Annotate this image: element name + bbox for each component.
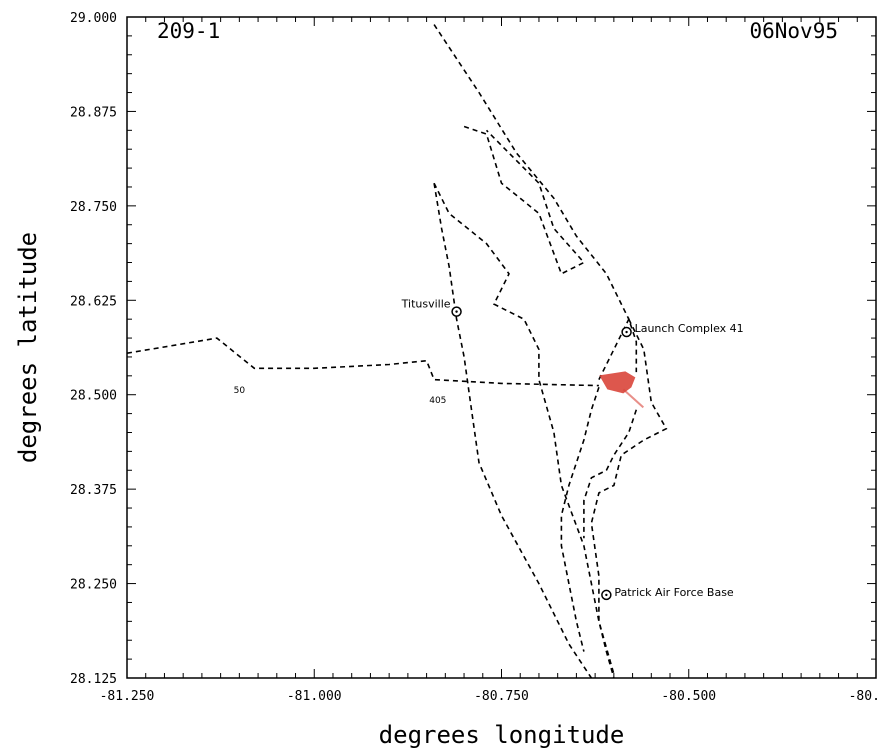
y-axis-title: degrees latitude bbox=[14, 232, 42, 463]
place-marker-dot bbox=[605, 593, 608, 597]
y-tick-label: 28.250 bbox=[70, 578, 117, 593]
coastline-path bbox=[560, 386, 600, 652]
coastline-path bbox=[433, 183, 593, 679]
plume-trail bbox=[622, 388, 645, 409]
coastline-path bbox=[126, 337, 599, 387]
coastline-path bbox=[433, 182, 615, 675]
y-tick-label: 29.000 bbox=[70, 11, 117, 26]
x-tick-label: -80.250 bbox=[849, 689, 880, 704]
y-tick-label: 28.500 bbox=[70, 389, 117, 404]
date-label: 06Nov95 bbox=[749, 19, 838, 43]
y-tick-label: 28.750 bbox=[70, 200, 117, 215]
plot-frame bbox=[126, 16, 877, 679]
coastline-path bbox=[463, 125, 586, 275]
run-id-label: 209-1 bbox=[157, 19, 220, 43]
coastline-path bbox=[583, 409, 638, 539]
x-tick-label: -81.000 bbox=[287, 689, 342, 704]
place-marker-dot bbox=[625, 330, 628, 334]
coastline-path bbox=[590, 318, 668, 679]
y-tick-label: 28.375 bbox=[70, 483, 117, 498]
y-tick-label: 28.625 bbox=[70, 294, 117, 309]
x-tick-label: -80.750 bbox=[474, 689, 529, 704]
place-label: Titusville bbox=[401, 298, 451, 311]
y-tick-label: 28.125 bbox=[70, 672, 117, 687]
coastline-path bbox=[598, 317, 638, 380]
x-tick-label: -80.500 bbox=[661, 689, 716, 704]
road-label: 50 bbox=[234, 386, 246, 396]
place-marker-dot bbox=[455, 310, 458, 313]
x-tick-label: -81.250 bbox=[100, 689, 155, 704]
x-axis-title: degrees longitude bbox=[379, 721, 625, 749]
y-tick-label: 28.875 bbox=[70, 105, 117, 120]
place-label: Launch Complex 41 bbox=[635, 322, 744, 335]
coastline-path bbox=[433, 24, 630, 320]
road-label: 405 bbox=[429, 396, 446, 406]
place-label: Patrick Air Force Base bbox=[614, 586, 734, 599]
release-plume bbox=[599, 371, 636, 394]
